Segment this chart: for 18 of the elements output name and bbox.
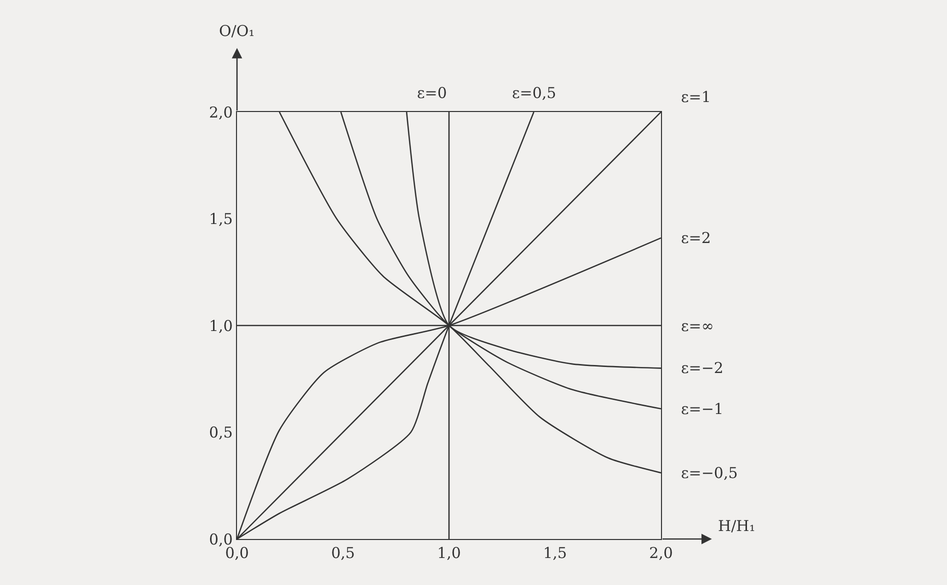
series-label: ε=1 [681,88,711,106]
series-label: ε=−0,5 [681,464,738,482]
y-tick-label: 1,5 [208,210,233,228]
series-label: ε=−2 [681,359,724,377]
series-label: ε=∞ [681,317,714,335]
series-label: ε=−1 [681,400,724,418]
y-axis-title: O/O₁ [219,22,255,40]
series-label: ε=0 [417,84,447,102]
x-axis-title: H/H₁ [718,517,756,535]
series-label: ε=2 [681,229,711,247]
y-tick-label: 1,0 [208,316,233,335]
series-label: ε=0,5 [512,84,556,102]
x-tick-label: 1,0 [437,544,461,562]
x-tick-label: 2,0 [649,544,673,562]
y-tick-label: 0,5 [208,424,233,442]
x-tick-label: 1,5 [543,544,567,562]
x-tick-label: 0,5 [331,544,355,562]
y-tick-label: 2,0 [208,103,233,122]
